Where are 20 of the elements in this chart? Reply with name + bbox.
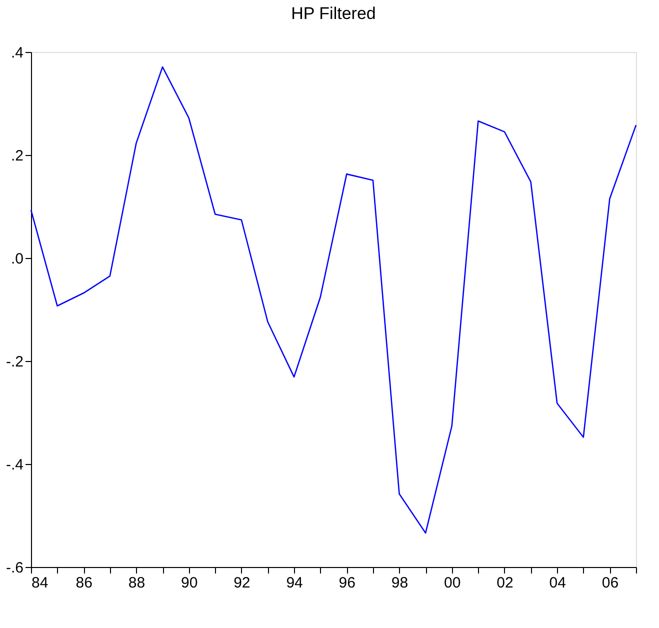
chart-title: HP Filtered: [291, 4, 376, 23]
x-tick-label: 84: [32, 574, 48, 592]
x-tick-label: 04: [549, 574, 566, 592]
x-tick-label: 86: [76, 574, 92, 592]
x-tick-label: 90: [180, 574, 198, 592]
y-tick-label: -.2: [6, 354, 24, 370]
y-tick-label: .2: [10, 148, 24, 164]
x-tick-label: 06: [602, 574, 619, 592]
y-tick-label: -.6: [6, 560, 24, 576]
y-tick-label: .4: [10, 44, 24, 62]
x-tick-label: 02: [496, 574, 514, 592]
line-series: [30, 66, 637, 534]
x-tick-label: 88: [128, 574, 146, 592]
x-tick-label: 98: [391, 574, 408, 592]
x-tick-label: 00: [444, 574, 461, 592]
y-tick-label: .0: [10, 250, 24, 268]
x-tick-label: 94: [286, 574, 303, 592]
x-tick-label: 96: [338, 574, 356, 592]
y-tick-label: -.4: [6, 456, 24, 474]
x-tick-label: 92: [234, 574, 250, 592]
